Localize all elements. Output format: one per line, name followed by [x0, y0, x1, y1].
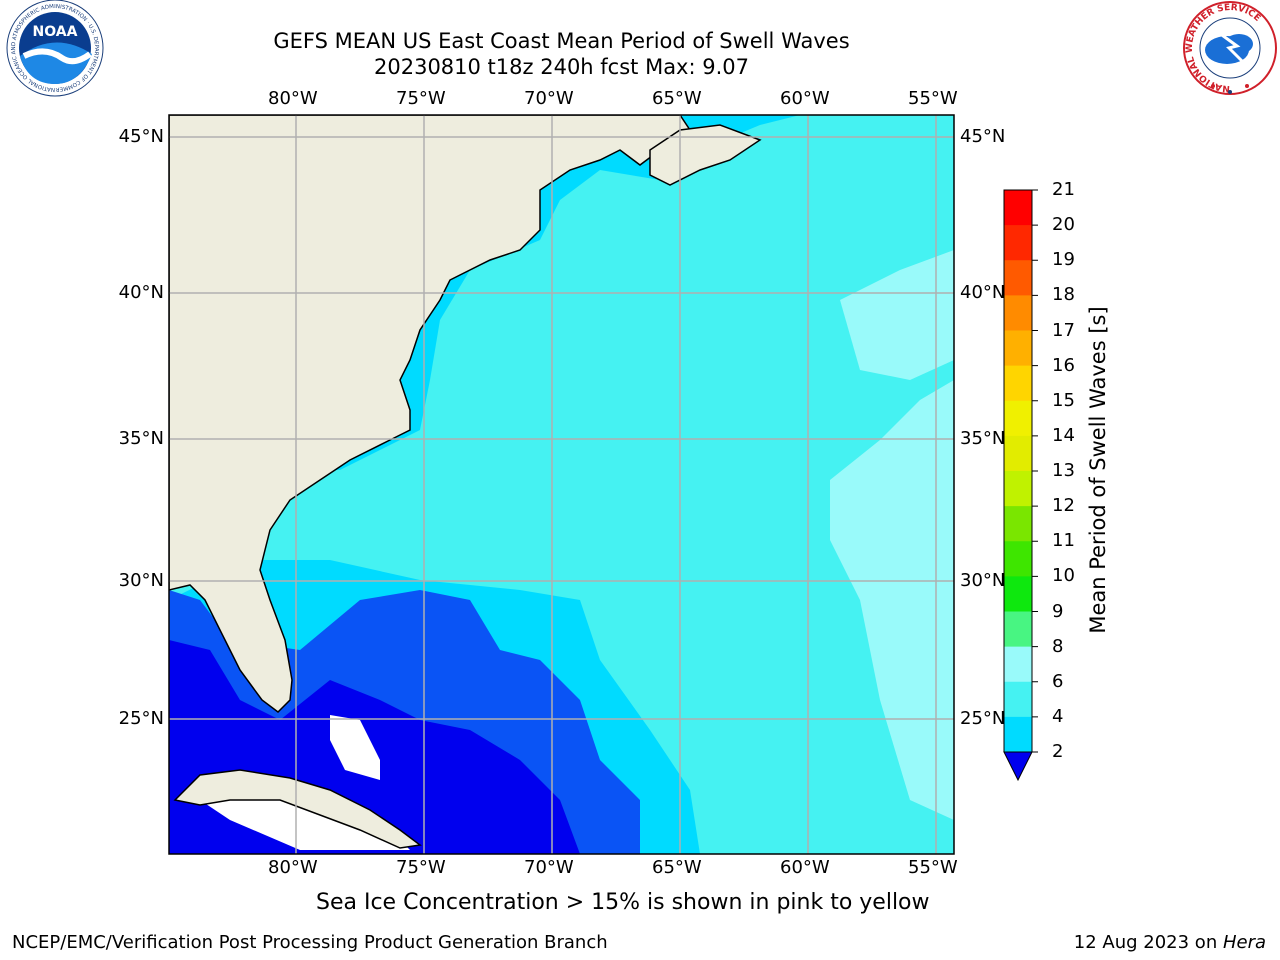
colorbar-segment: [1004, 611, 1032, 648]
lat-label-right-35n: 35°N: [960, 428, 1006, 449]
colorbar-tick-label: 4: [1052, 705, 1064, 727]
graticule: [169, 115, 954, 854]
lat-label-left-25n: 25°N: [118, 708, 164, 729]
map-title-line-1: GEFS MEAN US East Coast Mean Period of S…: [273, 29, 850, 53]
colorbar-tick-label: 19: [1052, 249, 1075, 271]
lon-label-top-60w: 60°W: [780, 88, 830, 109]
lon-label-top-75w: 75°W: [396, 88, 446, 109]
colorbar-tick-label: 8: [1052, 635, 1064, 657]
lon-label-bottom-75w: 75°W: [396, 857, 446, 878]
land-cuba: [173, 769, 422, 849]
colorbar-segment: [1004, 576, 1032, 612]
lon-label-top-55w: 55°W: [908, 88, 958, 109]
lat-label-right-30n: 30°N: [960, 570, 1006, 591]
colorbar-segment: [1004, 435, 1032, 472]
lon-label-bottom-60w: 60°W: [780, 857, 830, 878]
colorbar-segment: [1004, 716, 1032, 753]
lat-label-left-30n: 30°N: [118, 570, 164, 591]
footer-credit: NCEP/EMC/Verification Post Processing Pr…: [12, 932, 608, 953]
colorbar-segment: [1004, 646, 1032, 683]
colorbar-tick-label: 21: [1052, 179, 1075, 200]
nws-logo: NATIONAL WEATHER SERVICE: [1183, 1, 1277, 95]
footer-date-text: 12 Aug 2023 on: [1073, 932, 1223, 953]
colorbar-tick-label: 11: [1052, 530, 1075, 552]
colorbar-tick-label: 18: [1052, 284, 1075, 306]
map-title-line-2: 20230810 t18z 240h fcst Max: 9.07: [374, 55, 749, 79]
colorbar-segment: [1004, 400, 1032, 437]
lon-label-bottom-80w: 80°W: [268, 857, 318, 878]
lon-label-top-65w: 65°W: [652, 88, 702, 109]
lon-label-bottom-70w: 70°W: [524, 857, 574, 878]
colorbar-tick-label: 2: [1052, 741, 1064, 762]
lat-label-right-25n: 25°N: [960, 708, 1006, 729]
colorbar-tick-label: 13: [1052, 460, 1075, 481]
footer-host: Hera: [1222, 932, 1266, 953]
colorbar-tick-label: 12: [1052, 495, 1075, 517]
footer-date: 12 Aug 2023 on Hera: [1074, 932, 1266, 953]
colorbar-extend-arrow: [1003, 751, 1033, 782]
lat-label-right-40n: 40°N: [960, 282, 1006, 303]
colorbar-tick-label: 17: [1052, 319, 1075, 341]
lon-label-bottom-55w: 55°W: [908, 857, 958, 878]
colorbar-tick-label: 10: [1052, 565, 1075, 587]
colorbar-tick-label: 9: [1052, 600, 1064, 622]
colorbar-label: Mean Period of Swell Waves [s]: [1086, 306, 1110, 634]
colorbar-segment: [1004, 506, 1032, 542]
colorbar: [1003, 189, 1038, 782]
colorbar-segment: [1004, 365, 1032, 402]
lat-label-left-45n: 45°N: [118, 126, 164, 147]
lat-label-left-35n: 35°N: [118, 428, 164, 449]
ocean-8-9s-patch-east: [830, 380, 954, 820]
land-nova-scotia: [649, 124, 762, 186]
lon-label-top-70w: 70°W: [524, 88, 574, 109]
colorbar-tick-label: 16: [1052, 354, 1075, 376]
colorbar-segment: [1004, 260, 1032, 296]
lat-label-left-40n: 40°N: [118, 282, 164, 303]
colorbar-segment: [1004, 295, 1032, 331]
sea-ice-note: Sea Ice Concentration > 15% is shown in …: [316, 890, 930, 915]
ocean-8-9s-patch-ne: [840, 250, 954, 380]
colorbar-tick-label: 14: [1052, 424, 1075, 446]
land-north-america: [169, 115, 692, 713]
colorbar-segment: [1004, 541, 1032, 577]
lat-label-right-45n: 45°N: [960, 126, 1006, 147]
colorbar-tick-label: 20: [1052, 214, 1075, 236]
noaa-logo: NATIONAL OCEANIC AND ATMOSPHERIC ADMINIS…: [0, 0, 104, 97]
colorbar-segment: [1004, 681, 1032, 718]
colorbar-tick-label: 15: [1052, 389, 1075, 411]
colorbar-segment: [1004, 471, 1032, 507]
bahamas-nodata: [330, 715, 380, 780]
lon-label-bottom-65w: 65°W: [652, 857, 702, 878]
colorbar-tick-label: 6: [1052, 670, 1064, 692]
colorbar-segment: [1004, 225, 1032, 261]
colorbar-segment: [1004, 330, 1032, 367]
map-frame: [168, 114, 955, 855]
colorbar-segment: [1004, 190, 1032, 226]
svg-text:NOAA: NOAA: [33, 24, 78, 40]
lon-label-top-80w: 80°W: [268, 88, 318, 109]
